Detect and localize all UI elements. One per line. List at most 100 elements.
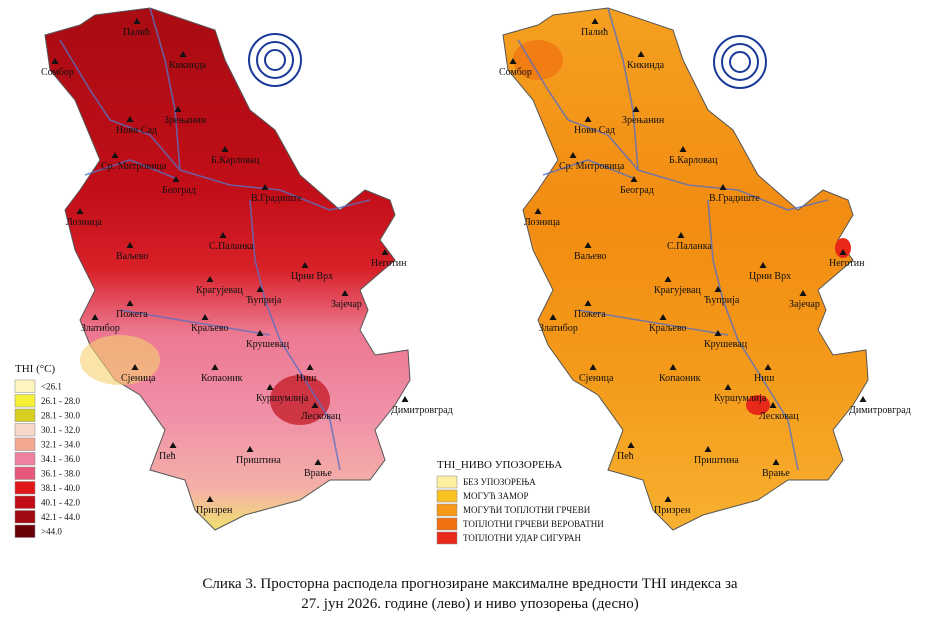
legend-label: 36.1 - 38.0 <box>41 468 80 478</box>
legend-label: МОГУЋ ЗАМОР <box>463 491 529 501</box>
city-marker <box>211 364 219 370</box>
city-marker <box>714 330 722 336</box>
city-marker <box>174 106 182 112</box>
city-marker <box>677 232 685 238</box>
legend-label: МОГУЋИ ТОПЛОТНИ ГРЧЕВИ <box>463 505 591 515</box>
city-label: Сјеница <box>579 373 614 384</box>
legend-swatch <box>436 531 458 545</box>
city-label: Сомбор <box>499 67 532 78</box>
city-marker <box>311 402 319 408</box>
city-marker <box>591 18 599 24</box>
city-label: Куршумлија <box>256 393 309 404</box>
legend-label: ТОПЛОТНИ ГРЧЕВИ ВЕРОВАТНИ <box>463 519 604 529</box>
city-label: Палић <box>581 27 608 38</box>
city-marker <box>637 51 645 57</box>
cities: Палић Сомбор Кикинда Зрењанин Нови Сад Ср. Ми… <box>499 18 911 516</box>
city-label: Ниш <box>296 373 317 384</box>
city-label: Врање <box>304 468 332 479</box>
city-label: Лесковац <box>759 411 799 422</box>
logo <box>713 35 767 89</box>
city-marker <box>669 364 677 370</box>
city-marker <box>627 442 635 448</box>
city-marker <box>169 442 177 448</box>
city-marker <box>206 496 214 502</box>
legend-label: <26.1 <box>41 381 62 391</box>
city-marker <box>714 286 722 292</box>
city-label: Ниш <box>754 373 775 384</box>
city-label: Палић <box>123 27 150 38</box>
city-label: В.Градиште <box>709 193 760 204</box>
city-label: Сомбор <box>41 67 74 78</box>
city-label: Црни Врх <box>291 271 333 282</box>
city-marker <box>584 300 592 306</box>
city-label: Лесковац <box>301 411 341 422</box>
city-label: Ваљево <box>116 251 148 262</box>
city-label: Приштина <box>236 455 281 466</box>
city-label: Пожега <box>574 309 606 320</box>
legend-swatch <box>14 466 36 480</box>
city-marker <box>772 459 780 465</box>
legend-swatch <box>14 510 36 524</box>
city-marker <box>91 314 99 320</box>
legend: <26.1 26.1 - 28.0 28.1 - 30.0 30.1 - 32.0 32… <box>14 379 80 538</box>
city-label: Пећ <box>159 451 176 462</box>
city-marker <box>549 314 557 320</box>
city-label: Крушевац <box>704 339 748 350</box>
city-marker <box>704 446 712 452</box>
city-label: Зајечар <box>789 299 820 310</box>
legend-swatch <box>14 379 36 393</box>
legend-swatch <box>436 475 458 489</box>
legend-label: ТОПЛОТНИ УДАР СИГУРАН <box>463 533 582 543</box>
right-map <box>502 7 869 531</box>
city-marker <box>584 116 592 122</box>
city-label: Зрењанин <box>622 115 665 126</box>
city-marker <box>341 290 349 296</box>
city-label: Врање <box>762 468 790 479</box>
city-label: Приштина <box>694 455 739 466</box>
city-label: Призрен <box>654 505 691 516</box>
city-label: Златибор <box>81 323 120 334</box>
city-marker <box>664 276 672 282</box>
city-label: Копаоник <box>659 373 701 384</box>
city-marker <box>764 364 772 370</box>
legend-label: >44.0 <box>41 526 62 536</box>
city-marker <box>769 402 777 408</box>
city-marker <box>630 176 638 182</box>
city-label: Краљево <box>191 323 228 334</box>
city-marker <box>76 208 84 214</box>
legend: БЕЗ УПОЗОРЕЊА МОГУЋ ЗАМОР МОГУЋИ ТОПЛОТНИ … <box>436 475 604 545</box>
legend-label: 42.1 - 44.0 <box>41 512 80 522</box>
city-marker <box>301 262 309 268</box>
city-marker <box>256 286 264 292</box>
city-label: Зрењанин <box>164 115 207 126</box>
city-label: Златибор <box>539 323 578 334</box>
city-label: Ћуприја <box>246 295 282 306</box>
city-marker <box>126 300 134 306</box>
city-marker <box>569 152 577 158</box>
legend-swatch <box>14 452 36 466</box>
legend-label: 30.1 - 32.0 <box>41 425 80 435</box>
city-marker <box>206 276 214 282</box>
city-marker <box>219 232 227 238</box>
city-label: Београд <box>162 185 196 196</box>
city-marker <box>51 58 59 64</box>
city-marker <box>534 208 542 214</box>
legend-title: THI_НИВО УПОЗОРЕЊА <box>437 459 562 471</box>
city-label: Неготин <box>829 258 865 269</box>
city-marker <box>256 330 264 336</box>
city-marker <box>659 314 667 320</box>
city-marker <box>201 314 209 320</box>
city-marker <box>719 184 727 190</box>
legend-swatch <box>436 517 458 531</box>
city-label: Ср. Митровица <box>559 161 625 172</box>
city-marker <box>679 146 687 152</box>
city-marker <box>126 242 134 248</box>
city-label: Куршумлија <box>714 393 767 404</box>
city-marker <box>632 106 640 112</box>
city-label: Кикинда <box>627 60 665 71</box>
caption: Слика 3. Просторна расподела прогнозиран… <box>202 576 737 592</box>
city-marker <box>759 262 767 268</box>
city-marker <box>172 176 180 182</box>
city-marker <box>261 184 269 190</box>
city-marker <box>724 384 732 390</box>
